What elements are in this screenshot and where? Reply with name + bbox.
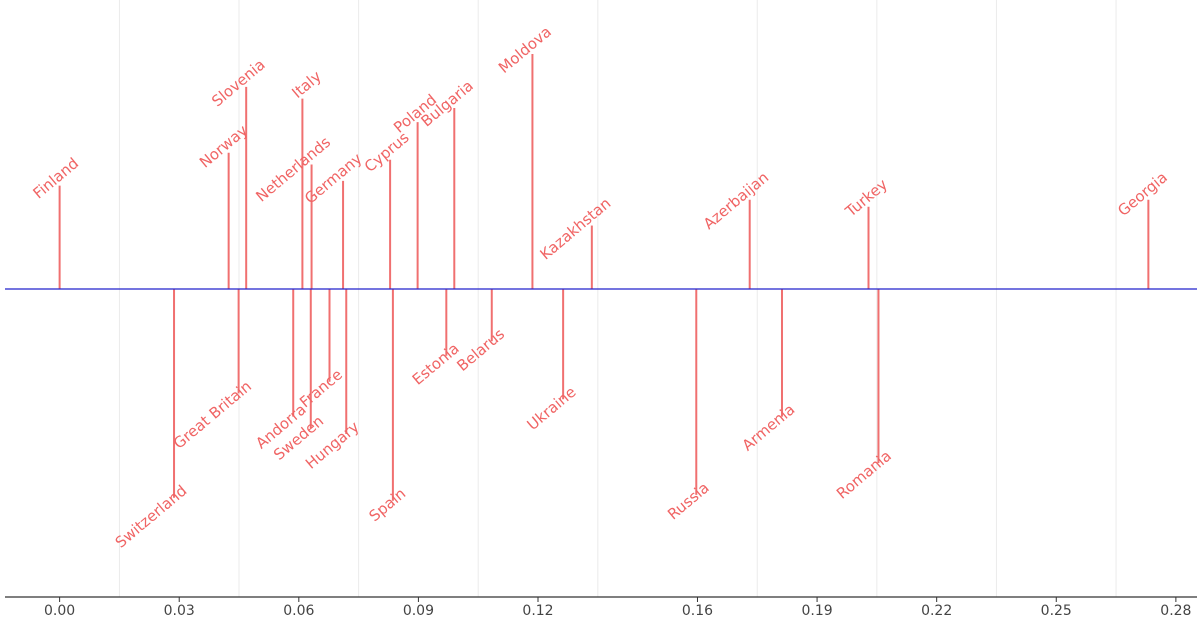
label-norway: Norway (196, 121, 251, 171)
label-spain: Spain (366, 484, 410, 525)
label-romania: Romania (833, 447, 895, 503)
x-tick-label: 0.06 (283, 603, 314, 619)
label-italy: Italy (288, 67, 325, 102)
label-france: France (296, 366, 346, 412)
label-armenia: Armenia (739, 400, 799, 454)
gridlines (118, 0, 1117, 597)
label-great-britain: Great Britain (170, 377, 255, 452)
label-finland: Finland (29, 154, 82, 202)
label-moldova: Moldova (495, 23, 555, 77)
label-belarus: Belarus (453, 325, 508, 375)
label-russia: Russia (664, 479, 713, 524)
label-switzerland: Switzerland (112, 482, 191, 552)
label-ukraine: Ukraine (524, 383, 580, 434)
x-tick-label: 0.09 (403, 603, 434, 619)
label-slovenia: Slovenia (208, 55, 268, 110)
x-tick-label: 0.00 (44, 603, 75, 619)
stems (58, 54, 1150, 501)
label-georgia: Georgia (1114, 168, 1171, 220)
x-axis-ticks: 0.00 0.03 0.06 0.09 0.12 0.16 0.19 0.22 0.25 0.28 (44, 597, 1191, 619)
label-azerbaijan: Azerbaijan (700, 168, 772, 233)
x-tick-label: 0.28 (1160, 603, 1191, 619)
label-turkey: Turkey (841, 175, 891, 221)
x-tick-label: 0.19 (801, 603, 832, 619)
x-tick-label: 0.16 (682, 603, 713, 619)
country-labels: Finland Switzerland Norway Great Britain Slo… (29, 23, 1170, 552)
x-tick-label: 0.03 (164, 603, 195, 619)
x-tick-label: 0.12 (522, 603, 553, 619)
x-tick-label: 0.25 (1041, 603, 1072, 619)
label-kazakhstan: Kazakhstan (537, 194, 615, 263)
label-cyprus: Cyprus (361, 128, 413, 176)
x-tick-label: 0.22 (921, 603, 952, 619)
